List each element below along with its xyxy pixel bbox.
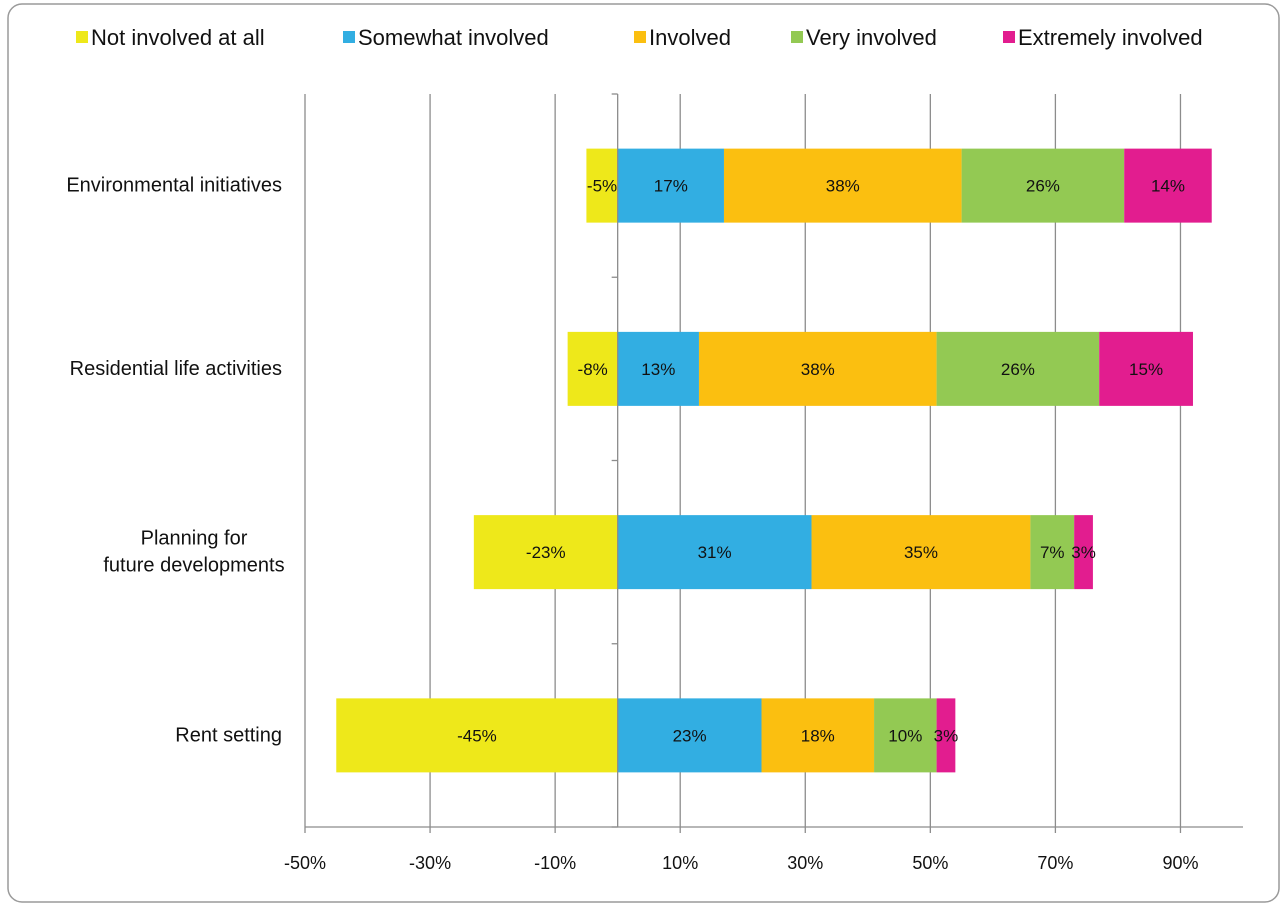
data-label: -8%	[578, 360, 608, 379]
bar-extremely-involved-residential-life-activities	[1099, 331, 1193, 406]
data-label: 3%	[1071, 543, 1096, 562]
bar-not-involved-at-all-planning-for-future-developments	[473, 515, 618, 590]
x-tick-label: 50%	[912, 853, 948, 873]
legend-swatch-extremely-involved	[1003, 31, 1015, 43]
data-label: 38%	[801, 360, 835, 379]
legend-label-very-involved: Very involved	[806, 25, 937, 50]
data-label: 17%	[654, 177, 688, 196]
x-tick-label: 10%	[662, 853, 698, 873]
category-label: future developments	[103, 555, 284, 577]
bar-somewhat-involved-rent-setting	[617, 698, 762, 773]
data-label: 18%	[801, 726, 835, 745]
bar-very-involved-rent-setting	[874, 698, 937, 773]
chart-border	[7, 3, 1280, 903]
legend-label-extremely-involved: Extremely involved	[1018, 25, 1203, 50]
data-label: -5%	[587, 177, 617, 196]
bar-not-involved-at-all-environmental-initiatives	[586, 148, 618, 223]
x-tick-label: 70%	[1037, 853, 1073, 873]
axes	[304, 93, 1243, 833]
x-tick-label: 30%	[787, 853, 823, 873]
data-label: 3%	[934, 726, 959, 745]
data-label: 23%	[673, 726, 707, 745]
legend: Not involved at all Somewhat involved Invo…	[76, 25, 1203, 50]
data-label: 14%	[1151, 177, 1185, 196]
bar-extremely-involved-planning-for-future-developments	[1074, 515, 1093, 590]
legend-swatch-involved	[634, 31, 646, 43]
legend-swatch-somewhat-involved	[343, 31, 355, 43]
data-label: -23%	[526, 543, 566, 562]
category-label: Planning for	[141, 528, 248, 550]
bar-labels: -5% 17% 38% 26% 14% -8% 13% 38% 26% 15% -23% 31% 35%…	[457, 177, 1185, 746]
bar-involved-residential-life-activities	[698, 331, 937, 406]
category-labels: Environmental initiatives Residential lif…	[66, 175, 284, 747]
legend-label-involved: Involved	[649, 25, 731, 50]
bar-involved-planning-for-future-developments	[811, 515, 1031, 590]
data-label: 10%	[888, 726, 922, 745]
category-label: Rent setting	[175, 724, 282, 746]
data-label: 26%	[1026, 177, 1060, 196]
x-tick-label: 90%	[1162, 853, 1198, 873]
legend-swatch-very-involved	[791, 31, 803, 43]
bar-very-involved-residential-life-activities	[936, 331, 1100, 406]
data-label: 35%	[904, 543, 938, 562]
bars	[336, 148, 1212, 773]
bar-extremely-involved-environmental-initiatives	[1124, 148, 1212, 223]
category-label: Residential life activities	[70, 358, 282, 380]
x-tick-label: -50%	[284, 853, 326, 873]
legend-swatch-not-involved-at-all	[76, 31, 88, 43]
bar-somewhat-involved-planning-for-future-developments	[617, 515, 812, 590]
bar-very-involved-planning-for-future-developments	[1030, 515, 1075, 590]
data-label: 15%	[1129, 360, 1163, 379]
bar-somewhat-involved-environmental-initiatives	[617, 148, 724, 223]
legend-label-somewhat-involved: Somewhat involved	[358, 25, 549, 50]
data-label: 31%	[698, 543, 732, 562]
data-label: 7%	[1040, 543, 1065, 562]
bar-not-involved-at-all-residential-life-activities	[567, 331, 618, 406]
tick-labels: -50% -30% -10% 10% 30% 50% 70% 90%	[284, 853, 1198, 873]
bar-somewhat-involved-residential-life-activities	[617, 331, 699, 406]
data-label: 26%	[1001, 360, 1035, 379]
data-label: 13%	[641, 360, 675, 379]
bar-involved-rent-setting	[761, 698, 875, 773]
data-label: 38%	[826, 177, 860, 196]
legend-label-not-involved-at-all: Not involved at all	[91, 25, 265, 50]
bar-extremely-involved-rent-setting	[936, 698, 956, 773]
bar-very-involved-environmental-initiatives	[961, 148, 1125, 223]
data-label: -45%	[457, 726, 497, 745]
category-label: Environmental initiatives	[66, 175, 282, 197]
bar-not-involved-at-all-rent-setting	[336, 698, 618, 773]
x-tick-label: -10%	[534, 853, 576, 873]
x-tick-label: -30%	[409, 853, 451, 873]
bar-involved-environmental-initiatives	[723, 148, 962, 223]
